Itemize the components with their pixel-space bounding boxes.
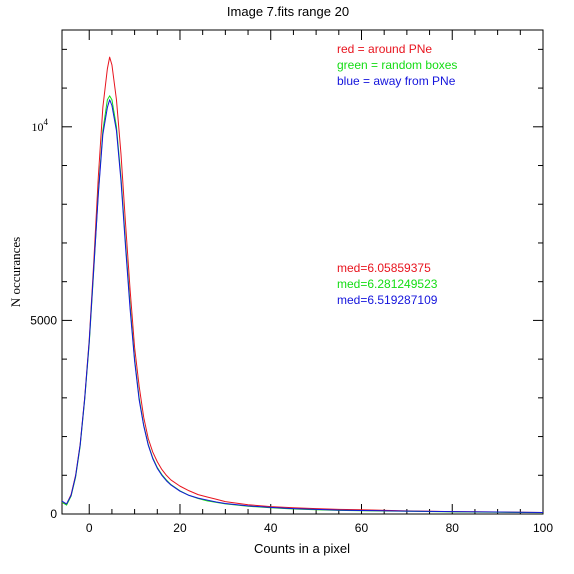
y-tick-label: 104 xyxy=(32,117,49,134)
chart-title: Image 7.fits range 20 xyxy=(227,4,349,19)
x-tick-label: 20 xyxy=(173,521,187,535)
median-annotation: med=6.519287109 xyxy=(337,293,438,307)
median-annotation: med=6.05859375 xyxy=(337,261,431,275)
y-tick-label: 5000 xyxy=(30,313,57,327)
plot-frame xyxy=(61,29,544,515)
y-tick-exponent: 4 xyxy=(44,117,49,127)
x-tick-label: 0 xyxy=(86,521,93,535)
x-tick-label: 60 xyxy=(355,521,369,535)
y-tick-label: 0 xyxy=(50,507,57,521)
legend-entry: green = random boxes xyxy=(337,58,457,72)
green-series-line xyxy=(61,95,544,514)
legend: red = around PNe green = random boxes blue… xyxy=(337,42,457,88)
x-tick-label: 80 xyxy=(446,521,460,535)
x-tick-labels: 0 20 40 60 80 100 xyxy=(86,521,553,535)
x-tick-label: 100 xyxy=(533,521,553,535)
series-group xyxy=(61,56,544,514)
axis-ticks xyxy=(62,30,544,515)
median-annotations: med=6.05859375 med=6.281249523 med=6.51928… xyxy=(337,261,438,307)
legend-entry: red = around PNe xyxy=(337,42,432,56)
red-series-line xyxy=(61,56,544,513)
x-axis-label: Counts in a pixel xyxy=(254,541,350,556)
legend-entry: blue = away from PNe xyxy=(337,74,456,88)
y-tick-labels: 0 5000 104 xyxy=(30,117,57,521)
median-annotation: med=6.281249523 xyxy=(337,277,438,291)
blue-series-line xyxy=(61,99,544,513)
y-axis-label: N occurances xyxy=(8,237,23,307)
x-tick-label: 40 xyxy=(264,521,278,535)
